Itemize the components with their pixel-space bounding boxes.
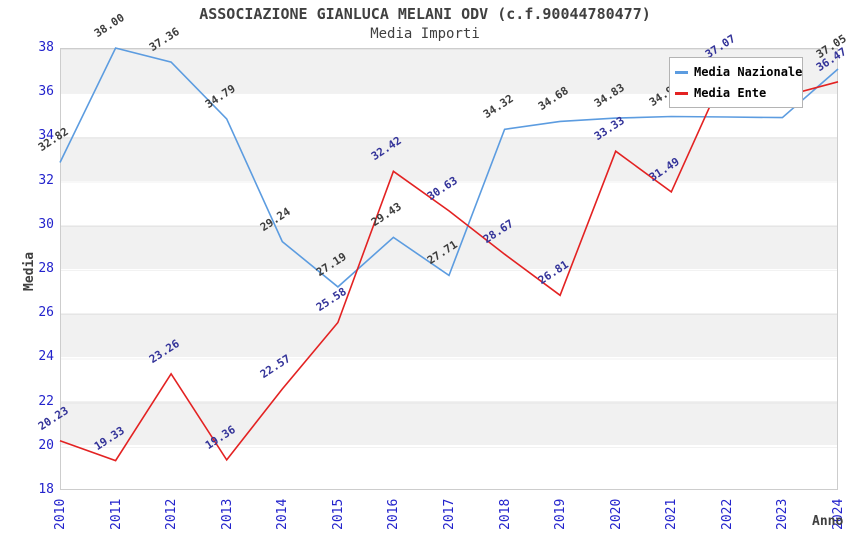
y-tick-label: 36 — [38, 84, 54, 100]
y-tick-label: 30 — [38, 216, 54, 232]
x-tick-label: 2010 — [53, 498, 68, 530]
y-tick-label: 28 — [38, 261, 54, 276]
legend-item: Media Nazionale — [675, 65, 802, 79]
y-tick-label: 22 — [38, 393, 54, 409]
x-tick-label: 2018 — [497, 498, 513, 530]
x-tick-label: 2016 — [386, 498, 402, 530]
y-tick-label: 32 — [38, 172, 54, 188]
x-tick-label: 2014 — [275, 498, 291, 530]
plot-area — [60, 48, 838, 490]
y-axis-title: Media — [22, 251, 37, 291]
x-tick-label: 2019 — [553, 498, 569, 530]
x-tick-label: 2012 — [164, 498, 180, 530]
legend-item: Media Ente — [675, 86, 797, 100]
y-tick-label: 18 — [38, 482, 54, 497]
y-tick-label: 24 — [38, 349, 54, 365]
chart-title: ASSOCIAZIONE GIANLUCA MELANI ODV (c.f.90… — [199, 5, 651, 23]
y-tick-label: 38 — [38, 40, 54, 55]
legend-label: Media Nazionale — [694, 65, 803, 79]
legend-swatch-icon — [675, 91, 688, 95]
x-tick-label: 2020 — [608, 498, 624, 530]
x-tick-label: 2017 — [442, 498, 457, 530]
legend-label: Media Ente — [694, 86, 767, 100]
x-tick-label: 2013 — [219, 498, 235, 530]
x-tick-label: 2011 — [108, 498, 124, 530]
x-tick-label: 2022 — [719, 498, 735, 530]
y-tick-label: 34 — [38, 128, 54, 144]
x-tick-label: 2021 — [664, 498, 680, 530]
y-tick-label: 20 — [38, 437, 54, 453]
x-tick-label: 2015 — [330, 498, 346, 530]
x-tick-label: 2023 — [775, 498, 791, 530]
legend-swatch-icon — [675, 70, 688, 74]
y-tick-label: 26 — [38, 305, 54, 321]
chart-subtitle: Media Importi — [370, 26, 480, 42]
legend: Media Nazionale Media Ente — [669, 57, 803, 108]
x-axis-title: Anno — [812, 514, 844, 529]
